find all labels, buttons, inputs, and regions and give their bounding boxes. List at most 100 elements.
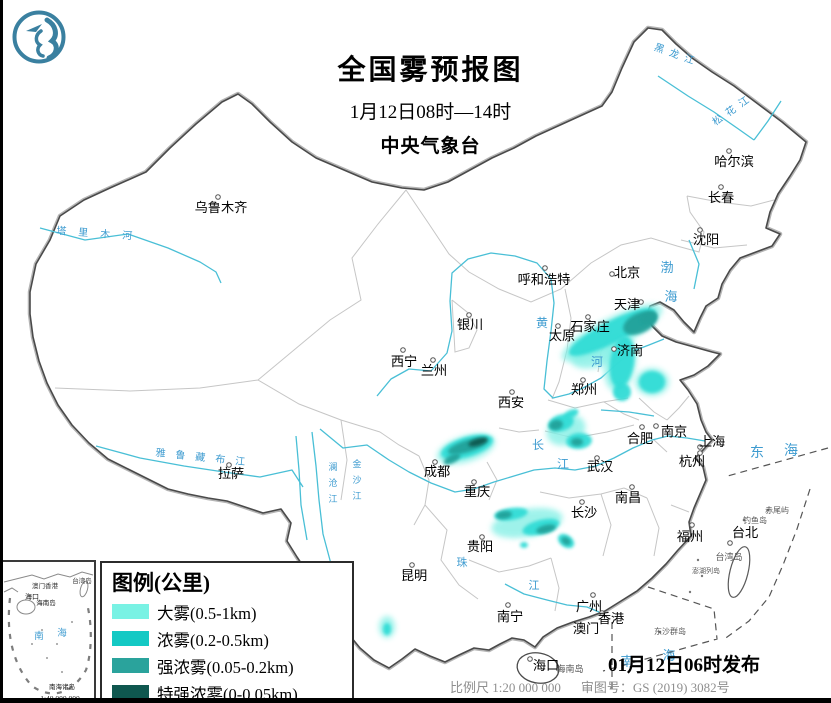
city-marker <box>580 377 586 383</box>
fog-patch-level-3 <box>640 311 658 325</box>
city-label: 长春 <box>708 190 734 205</box>
city-marker <box>727 540 733 546</box>
city-label: 南昌 <box>615 490 641 505</box>
city-label: 郑州 <box>571 382 597 397</box>
island-label: 澎湖列岛 <box>692 566 720 575</box>
city-marker <box>599 610 605 616</box>
city-label: 拉萨 <box>218 466 244 481</box>
city-哈尔滨: 哈尔滨 <box>714 148 754 169</box>
water-label: 黄 <box>536 316 548 330</box>
inset-label: 南 <box>34 630 44 642</box>
city-label: 海口 <box>533 658 559 673</box>
city-marker <box>726 148 732 154</box>
legend-item: 大雾(0.5-1km) <box>112 598 352 625</box>
fog-patch-level-3 <box>571 438 583 446</box>
city-marker <box>479 534 485 540</box>
inset-taiwan <box>79 580 89 598</box>
city-广州: 广州 <box>576 592 602 614</box>
south-china-sea-inset: 澳门香港台湾岛海口海南岛南海南海诸岛1:40 000 000 <box>0 560 96 703</box>
issue-time: 01月12日06时发布 <box>608 655 761 676</box>
maritime-dashed-lines <box>602 447 829 690</box>
city-昆明: 昆明 <box>401 562 427 583</box>
city-marker <box>718 184 724 190</box>
city-label: 天津 <box>614 297 640 312</box>
city-marker <box>432 459 438 465</box>
legend-items: 大雾(0.5-1km) 浓雾(0.2-0.5km) 强浓雾(0.05-0.2km) 特… <box>102 598 352 703</box>
island-label: 赤尾屿 <box>765 506 789 515</box>
city-marker <box>430 357 436 363</box>
city-marker <box>609 271 615 277</box>
inset-islets <box>31 621 73 673</box>
fog-patch-level-4 <box>468 437 488 447</box>
city-成都: 成都 <box>424 459 450 479</box>
city-label: 乌鲁木齐 <box>195 200 248 215</box>
city-marker <box>697 227 703 233</box>
city-marker <box>611 346 617 352</box>
city-label: 南京 <box>661 424 687 439</box>
inset-label: 海 <box>57 627 67 639</box>
city-label: 重庆 <box>464 484 490 499</box>
city-label: 西宁 <box>391 353 417 369</box>
city-郑州: 郑州 <box>571 377 597 397</box>
city-marker <box>590 592 596 598</box>
water-label: 东 <box>750 445 764 461</box>
fog-patch-level-3 <box>536 524 556 534</box>
scale-label: 比例尺 1:20 000 000 <box>450 680 561 695</box>
inset-label: 南海诸岛 <box>49 682 75 691</box>
city-label: 哈尔滨 <box>714 154 754 169</box>
city-marker <box>542 265 548 271</box>
city-武汉: 武汉 <box>587 455 613 474</box>
city-label: 台北 <box>732 525 758 540</box>
legend-item: 强浓雾(0.05-0.2km) <box>112 652 352 679</box>
city-南昌: 南昌 <box>615 484 641 505</box>
water-label: 江 <box>529 579 540 592</box>
city-marker <box>409 562 415 568</box>
cma-logo <box>12 10 66 64</box>
legend-label: 强浓雾(0.05-0.2km) <box>157 657 294 677</box>
city-长沙: 长沙 <box>571 499 597 520</box>
city-marker <box>509 389 515 395</box>
inset-label: 海南岛 <box>36 598 56 607</box>
logo-dragon-inner <box>34 29 45 58</box>
island-label: 钓鱼岛 <box>743 515 767 525</box>
city-北京: 北京 <box>609 265 640 280</box>
city-marker <box>638 299 644 305</box>
taiwan-island <box>727 546 751 598</box>
water-label: 江 <box>557 457 569 471</box>
fog-patch-level-3 <box>561 536 571 546</box>
river-label: 江 <box>352 491 361 501</box>
city-marker <box>226 462 232 468</box>
city-label: 沈阳 <box>693 232 719 247</box>
left-edge-bar <box>0 0 3 703</box>
city-marker <box>555 323 561 329</box>
water-label: 南 <box>620 654 633 669</box>
city-重庆: 重庆 <box>464 479 490 499</box>
fog-patch-level-2 <box>520 542 528 548</box>
city-marker <box>689 522 695 528</box>
river-label: 沧 <box>328 477 337 488</box>
river-label: 金 <box>352 458 361 469</box>
fog-patch-level-2 <box>383 623 391 635</box>
city-合肥: 合肥 <box>627 424 653 446</box>
city-香港: 香港 <box>598 610 624 626</box>
city-label: 澳门 <box>573 621 599 636</box>
city-marker <box>579 499 585 505</box>
water-label: 长 <box>532 438 544 452</box>
water-label: 渤 <box>660 260 673 275</box>
legend-box: 图例(公里) 大雾(0.5-1km) 浓雾(0.2-0.5km) 强浓雾(0.05-… <box>100 561 354 703</box>
legend-label: 浓雾(0.2-0.5km) <box>157 630 269 650</box>
legend-swatch <box>112 685 149 700</box>
city-marker <box>505 602 511 608</box>
city-marker <box>585 314 591 320</box>
city-label: 西安 <box>498 395 524 410</box>
city-沈阳: 沈阳 <box>693 227 719 247</box>
city-label: 北京 <box>614 265 640 280</box>
water-label: 河 <box>591 355 603 369</box>
city-marker <box>527 656 533 662</box>
city-拉萨: 拉萨 <box>218 462 244 481</box>
city-marker <box>697 450 703 456</box>
city-label: 银川 <box>457 317 483 332</box>
city-兰州: 兰州 <box>421 357 447 378</box>
